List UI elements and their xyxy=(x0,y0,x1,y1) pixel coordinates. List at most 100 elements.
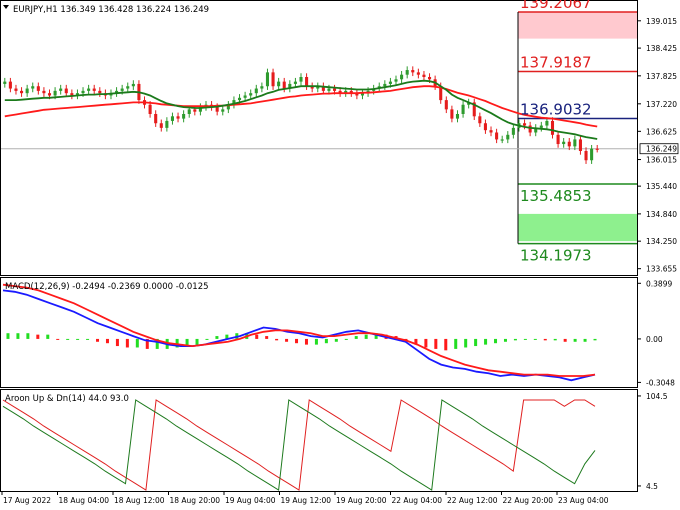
zone-0 xyxy=(518,12,637,39)
macd-histogram-bar xyxy=(6,333,10,339)
candle-body xyxy=(87,88,91,91)
candle-body xyxy=(271,72,275,87)
macd-histogram-bar xyxy=(334,338,338,342)
aroon-pane-frame xyxy=(0,389,638,492)
x-tick-label: 18 Aug 12:00 xyxy=(114,496,165,505)
candle-body xyxy=(3,81,7,84)
macd-lines-group xyxy=(2,283,596,382)
candle-body xyxy=(277,81,281,87)
candle-body xyxy=(159,123,163,128)
candle-body xyxy=(556,134,560,145)
candle-body xyxy=(59,88,63,91)
macd-histogram-bar xyxy=(503,338,507,342)
macd-histogram-bar xyxy=(563,338,567,342)
candle-body xyxy=(338,90,342,94)
candle-body xyxy=(305,76,309,87)
candle-body xyxy=(254,88,258,94)
candle-body xyxy=(344,90,348,94)
candle-body xyxy=(590,148,594,161)
candle-body xyxy=(495,132,499,140)
candle-body xyxy=(545,120,549,126)
x-tick-label: 18 Aug 20:00 xyxy=(170,496,221,505)
macd-histogram-bar xyxy=(543,338,547,341)
level-label-0: 139.2067 xyxy=(520,0,592,12)
macd-histogram-bar xyxy=(474,338,478,347)
candle-body xyxy=(42,90,46,94)
macd-histogram-bar xyxy=(195,338,199,345)
main-y-tick-label: 137.825 xyxy=(646,72,677,81)
macd-histogram-bar xyxy=(125,338,129,348)
macd-histogram-bar xyxy=(76,338,80,340)
candle-body xyxy=(131,83,135,87)
macd-histogram-bar xyxy=(16,333,20,339)
candle-body xyxy=(115,90,119,94)
candle-body xyxy=(31,86,35,89)
macd-histogram-bar xyxy=(484,338,488,345)
candle-body xyxy=(232,100,236,105)
candle-body xyxy=(221,109,225,112)
candles-group xyxy=(3,66,599,164)
candle-body xyxy=(349,90,353,94)
aroon-lines-group xyxy=(2,399,596,491)
aroon-title: Aroon Up & Dn(14) 44.0 93.0 xyxy=(5,394,129,404)
main-y-tick-label: 138.425 xyxy=(646,44,677,53)
current-price-label: 136.249 xyxy=(646,145,677,154)
level-label-1: 137.9187 xyxy=(520,54,592,72)
candle-body xyxy=(249,93,253,96)
main-y-tick-label: 135.440 xyxy=(646,182,677,191)
candle-body xyxy=(237,97,242,101)
main-chart-title: EURJPY,H1 136.349 136.428 136.224 136.24… xyxy=(13,5,209,15)
candle-body xyxy=(176,116,180,119)
candle-body xyxy=(81,90,85,94)
candle-body xyxy=(405,70,409,75)
macd-histogram-bar xyxy=(46,334,50,339)
x-tick-label: 17 Aug 2022 xyxy=(3,496,51,505)
x-tick-label: 22 Aug 20:00 xyxy=(503,496,554,505)
macd-histogram-bar xyxy=(105,338,109,344)
candle-body xyxy=(316,86,320,89)
macd-title: MACD(12,26,9) -0.2494 -0.2369 0.0000 -0.… xyxy=(5,282,209,292)
candle-body xyxy=(226,104,230,110)
candle-body xyxy=(500,139,504,141)
candle-body xyxy=(573,139,577,147)
main-y-tick-label: 134.840 xyxy=(646,210,677,219)
candle-body xyxy=(411,70,415,73)
macd-histogram-bar xyxy=(175,338,179,348)
macd-histogram-bar xyxy=(573,338,577,342)
candle-body xyxy=(355,93,359,96)
candle-body xyxy=(584,150,588,161)
candle-body xyxy=(215,107,219,112)
x-tick-label: 22 Aug 12:00 xyxy=(447,496,498,505)
candle-body xyxy=(293,81,297,84)
collapse-triangle-icon[interactable] xyxy=(3,5,9,9)
macd-histogram-bar xyxy=(26,333,30,339)
macd-y-tick-label: -0.3048 xyxy=(646,378,675,387)
candle-body xyxy=(422,74,426,77)
aroon-series-line-1 xyxy=(2,399,596,491)
zone-1 xyxy=(518,213,637,242)
candle-body xyxy=(282,81,286,89)
x-tick-label: 23 Aug 04:00 xyxy=(558,496,609,505)
main-y-tick-label: 139.015 xyxy=(646,17,677,26)
candle-body xyxy=(550,120,555,135)
candle-body xyxy=(187,109,191,114)
macd-histogram-bar xyxy=(295,338,299,344)
macd-histogram-bar xyxy=(275,338,279,341)
candle-body xyxy=(400,74,404,80)
candle-body xyxy=(467,102,471,105)
macd-histogram-bar xyxy=(115,338,119,347)
main-y-axis: 139.015 138.425 137.825 137.220 136.625 136.0… xyxy=(637,17,679,274)
candle-body xyxy=(75,93,79,96)
macd-histogram-bar xyxy=(324,338,328,344)
candle-body xyxy=(20,90,24,94)
macd-histogram-bar xyxy=(285,338,289,342)
macd-y-axis: 0.3899 0.00 -0.3048 xyxy=(637,279,675,387)
candle-body xyxy=(539,125,543,128)
candle-body xyxy=(461,104,465,114)
moving-averages-group xyxy=(4,79,598,140)
macd-histogram-bar xyxy=(494,338,498,344)
candle-body xyxy=(360,93,365,96)
candle-body xyxy=(148,104,152,114)
candle-body xyxy=(36,86,40,91)
